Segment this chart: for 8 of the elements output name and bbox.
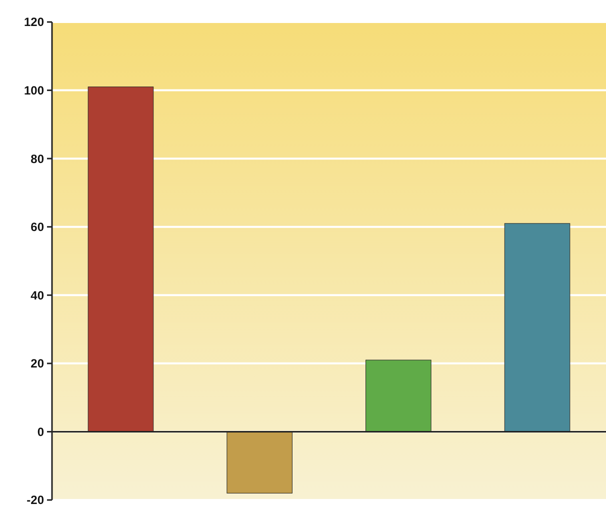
y-tick-label: 40: [30, 288, 44, 302]
y-tick-label: -20: [26, 493, 44, 508]
y-tick-label: 20: [30, 356, 44, 371]
y-tick-label: 80: [30, 152, 44, 166]
y-tick-label: 120: [24, 15, 44, 30]
y-tick-label: 0: [37, 424, 44, 439]
y-tick-label: 60: [30, 220, 44, 234]
y-tick-label: 100: [24, 83, 44, 98]
